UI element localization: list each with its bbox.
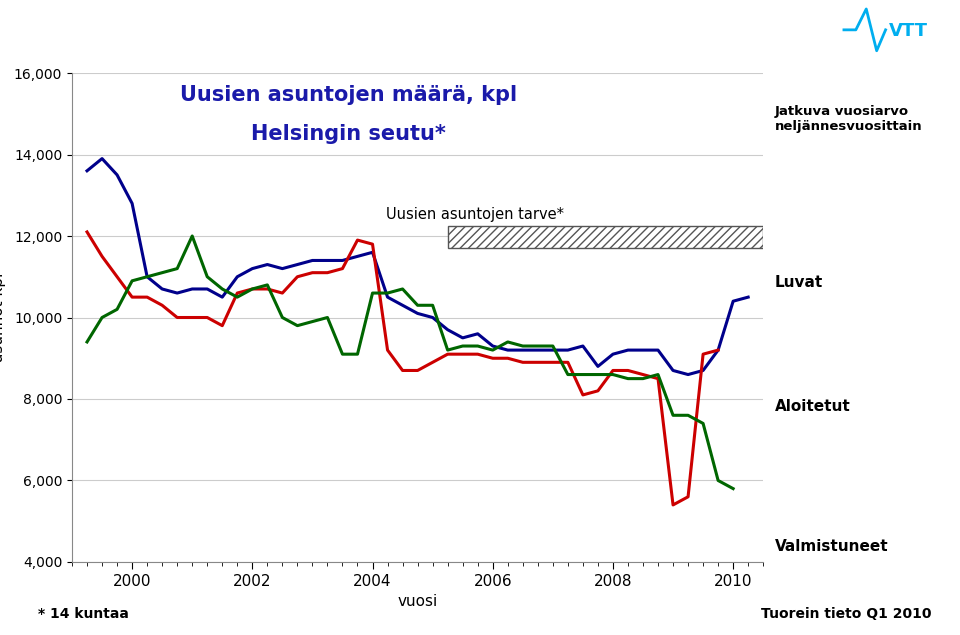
Text: * 14 kuntaa: * 14 kuntaa <box>38 607 130 621</box>
Text: Tuorein tieto Q1 2010: Tuorein tieto Q1 2010 <box>760 607 931 621</box>
Text: VTT TECHNICAL RESEARCH CENTRE OF FINLAND: VTT TECHNICAL RESEARCH CENTRE OF FINLAND <box>17 25 300 35</box>
Bar <box>447 226 763 248</box>
Text: Jatkuva vuosiarvo
neljännesvuosittain: Jatkuva vuosiarvo neljännesvuosittain <box>775 105 923 133</box>
X-axis label: vuosi: vuosi <box>397 594 438 610</box>
Text: Helsingin seutu*: Helsingin seutu* <box>252 124 445 144</box>
Text: Valmistuneet: Valmistuneet <box>775 538 888 554</box>
Bar <box>838 5 951 55</box>
Text: Aloitetut: Aloitetut <box>775 399 851 414</box>
Text: 10: 10 <box>744 23 763 37</box>
Text: Luvat: Luvat <box>775 275 823 290</box>
Y-axis label: asunnot kpl: asunnot kpl <box>0 273 6 362</box>
Text: Uusien asuntojen tarve*: Uusien asuntojen tarve* <box>387 207 564 222</box>
Text: Pekka Pajakkala 10.8.2010: Pekka Pajakkala 10.8.2010 <box>576 23 733 36</box>
Text: VTT: VTT <box>888 22 927 40</box>
Text: Uusien asuntojen määrä, kpl: Uusien asuntojen määrä, kpl <box>180 85 517 105</box>
